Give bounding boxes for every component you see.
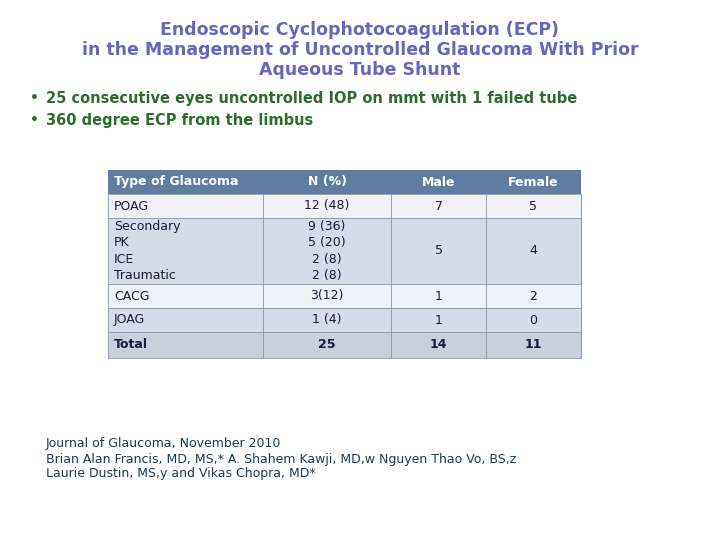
Text: 25 consecutive eyes uncontrolled IOP on mmt with 1 failed tube: 25 consecutive eyes uncontrolled IOP on … — [46, 91, 577, 105]
Text: 14: 14 — [430, 339, 447, 352]
FancyBboxPatch shape — [108, 308, 581, 332]
FancyBboxPatch shape — [108, 332, 581, 358]
Text: N (%): N (%) — [307, 176, 346, 188]
Text: 7: 7 — [434, 199, 443, 213]
Text: Endoscopic Cyclophotocoagulation (ECP): Endoscopic Cyclophotocoagulation (ECP) — [161, 21, 559, 39]
Text: 0: 0 — [529, 314, 538, 327]
Text: 1 (4): 1 (4) — [312, 314, 342, 327]
Text: Aqueous Tube Shunt: Aqueous Tube Shunt — [259, 61, 461, 79]
Text: 4: 4 — [530, 245, 537, 258]
Text: JOAG: JOAG — [114, 314, 145, 327]
Text: Journal of Glaucoma, November 2010: Journal of Glaucoma, November 2010 — [46, 437, 282, 450]
Text: 25: 25 — [318, 339, 336, 352]
Text: 2: 2 — [530, 289, 537, 302]
Text: 5 (20): 5 (20) — [308, 237, 346, 249]
Text: 9 (36): 9 (36) — [308, 220, 346, 233]
Text: POAG: POAG — [114, 199, 149, 213]
Text: 2 (8): 2 (8) — [312, 269, 342, 282]
Text: 2 (8): 2 (8) — [312, 253, 342, 266]
Text: Laurie Dustin, MS,y and Vikas Chopra, MD*: Laurie Dustin, MS,y and Vikas Chopra, MD… — [46, 468, 315, 481]
Text: ICE: ICE — [114, 253, 134, 266]
Text: 12 (48): 12 (48) — [305, 199, 350, 213]
Text: 5: 5 — [434, 245, 443, 258]
Text: •: • — [30, 91, 39, 105]
Text: 1: 1 — [435, 314, 442, 327]
Text: 360 degree ECP from the limbus: 360 degree ECP from the limbus — [46, 112, 313, 127]
Text: 3(12): 3(12) — [310, 289, 343, 302]
FancyBboxPatch shape — [108, 284, 581, 308]
Text: CACG: CACG — [114, 289, 150, 302]
FancyBboxPatch shape — [108, 170, 581, 194]
Text: Type of Glaucoma: Type of Glaucoma — [114, 176, 238, 188]
Text: in the Management of Uncontrolled Glaucoma With Prior: in the Management of Uncontrolled Glauco… — [81, 41, 639, 59]
Text: Female: Female — [508, 176, 559, 188]
Text: 1: 1 — [435, 289, 442, 302]
Text: Secondary: Secondary — [114, 220, 181, 233]
Text: Total: Total — [114, 339, 148, 352]
Text: •: • — [30, 113, 39, 127]
Text: PK: PK — [114, 237, 130, 249]
Text: 11: 11 — [525, 339, 542, 352]
Text: Traumatic: Traumatic — [114, 269, 176, 282]
Text: Male: Male — [422, 176, 455, 188]
Text: 5: 5 — [529, 199, 538, 213]
FancyBboxPatch shape — [108, 194, 581, 218]
Text: Brian Alan Francis, MD, MS,* A. Shahem Kawji, MD,w Nguyen Thao Vo, BS,z: Brian Alan Francis, MD, MS,* A. Shahem K… — [46, 453, 516, 465]
FancyBboxPatch shape — [108, 218, 581, 284]
